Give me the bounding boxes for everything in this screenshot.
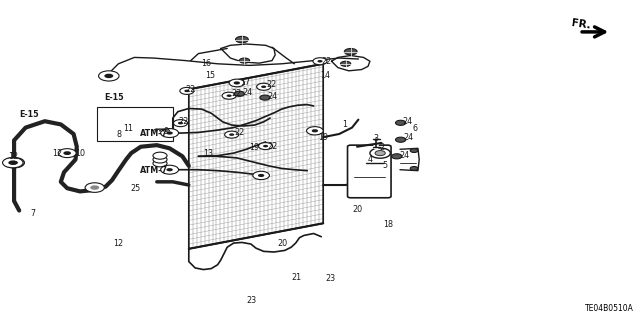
Text: 24: 24 [242, 88, 252, 97]
Text: 11: 11 [124, 124, 134, 133]
Text: 22: 22 [321, 57, 332, 66]
Circle shape [161, 165, 179, 174]
Text: 22: 22 [232, 89, 242, 98]
Circle shape [396, 137, 406, 142]
Circle shape [410, 149, 418, 152]
Circle shape [261, 85, 266, 88]
Text: 10: 10 [76, 149, 86, 158]
Circle shape [8, 160, 17, 165]
Circle shape [236, 36, 248, 43]
Circle shape [312, 129, 318, 132]
Circle shape [392, 154, 402, 159]
Text: 13: 13 [204, 149, 214, 158]
Text: 24: 24 [403, 117, 413, 126]
Circle shape [153, 152, 167, 159]
Circle shape [396, 120, 406, 125]
Circle shape [370, 148, 390, 158]
Circle shape [90, 185, 99, 190]
Circle shape [253, 171, 269, 180]
Text: 9: 9 [163, 127, 168, 136]
Text: 8: 8 [116, 130, 122, 139]
Circle shape [173, 120, 188, 127]
Text: 5: 5 [383, 161, 388, 170]
Circle shape [104, 74, 113, 78]
Circle shape [234, 81, 240, 85]
Text: ATM-7: ATM-7 [140, 129, 168, 138]
Text: 12: 12 [113, 239, 124, 248]
Text: 19: 19 [318, 133, 328, 142]
Circle shape [153, 156, 167, 163]
Text: 24: 24 [403, 133, 413, 142]
Circle shape [260, 95, 270, 100]
Circle shape [317, 60, 323, 63]
Text: 23: 23 [325, 274, 335, 283]
Circle shape [63, 151, 71, 155]
Text: 19: 19 [250, 143, 260, 152]
Text: E-15: E-15 [19, 110, 39, 119]
Text: 22: 22 [186, 85, 196, 94]
Circle shape [239, 58, 250, 63]
Text: 24: 24 [268, 92, 278, 101]
Circle shape [166, 131, 173, 135]
Text: 18: 18 [383, 220, 393, 229]
Circle shape [3, 158, 23, 168]
Text: 22: 22 [234, 128, 244, 137]
Circle shape [258, 174, 264, 177]
Circle shape [161, 129, 179, 137]
Text: ATM-7: ATM-7 [140, 166, 168, 175]
Circle shape [313, 58, 327, 65]
Polygon shape [189, 64, 323, 249]
Circle shape [307, 127, 323, 135]
Circle shape [4, 158, 24, 168]
Circle shape [180, 87, 194, 94]
Circle shape [229, 79, 244, 87]
Circle shape [259, 143, 273, 150]
Text: 22: 22 [178, 117, 188, 126]
Text: 22: 22 [266, 80, 276, 89]
Circle shape [375, 151, 385, 156]
Text: 7: 7 [31, 209, 36, 218]
Text: 12: 12 [8, 152, 18, 161]
Text: 1: 1 [342, 120, 348, 129]
Circle shape [340, 61, 351, 66]
Text: 2: 2 [379, 143, 384, 152]
Text: E-15: E-15 [104, 93, 124, 102]
Circle shape [178, 122, 183, 124]
Text: 3: 3 [373, 134, 378, 143]
Circle shape [10, 161, 18, 165]
Circle shape [227, 94, 232, 97]
Circle shape [58, 149, 76, 158]
Circle shape [229, 133, 234, 136]
Text: 20: 20 [353, 205, 363, 214]
Circle shape [222, 92, 236, 99]
Text: 20: 20 [278, 239, 288, 248]
Circle shape [234, 91, 244, 96]
Text: 14: 14 [320, 71, 330, 80]
Circle shape [225, 131, 239, 138]
Text: 24: 24 [399, 151, 410, 160]
Circle shape [410, 167, 418, 170]
Text: 16: 16 [202, 59, 212, 68]
Text: 12: 12 [52, 149, 63, 158]
Circle shape [263, 145, 268, 147]
Circle shape [257, 83, 271, 90]
Circle shape [85, 183, 104, 192]
Text: 15: 15 [205, 71, 215, 80]
Text: 22: 22 [268, 142, 278, 151]
Text: 25: 25 [131, 184, 141, 193]
Circle shape [344, 48, 357, 55]
Circle shape [184, 90, 189, 92]
Circle shape [166, 168, 173, 171]
Text: 17: 17 [240, 78, 250, 87]
Text: 21: 21 [292, 273, 302, 282]
Text: FR.: FR. [571, 18, 591, 30]
Circle shape [153, 160, 167, 167]
Circle shape [99, 71, 119, 81]
Bar [97, 107, 173, 141]
Text: 4: 4 [368, 155, 373, 164]
FancyBboxPatch shape [348, 145, 391, 198]
Text: 6: 6 [413, 124, 418, 133]
Text: TE04B0510A: TE04B0510A [585, 304, 634, 313]
Text: 23: 23 [246, 296, 257, 305]
